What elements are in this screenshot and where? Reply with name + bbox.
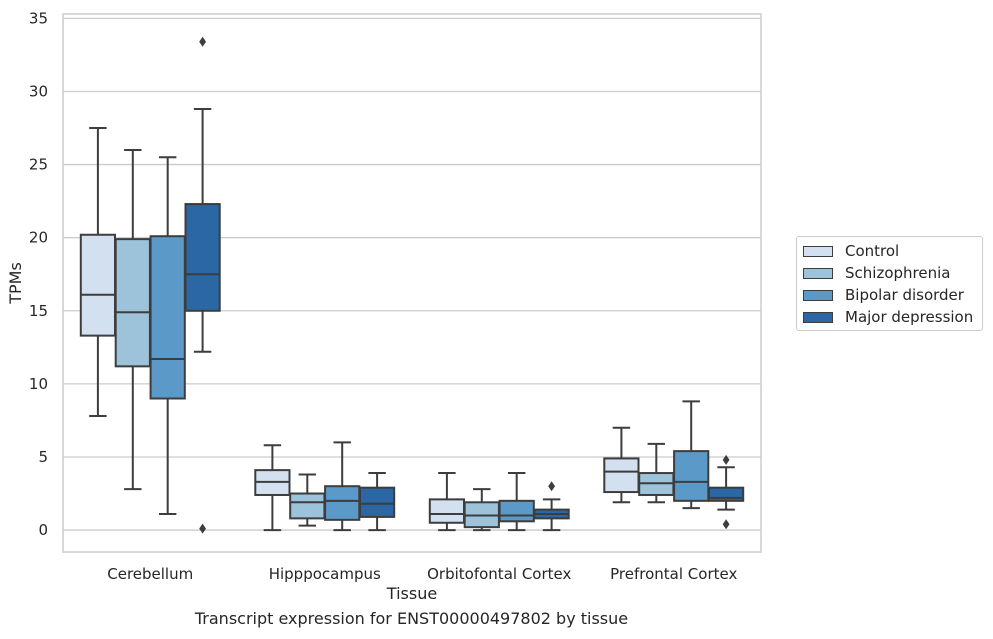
iqr-box — [149, 235, 186, 400]
legend-item-bipolar-disorder: Bipolar disorder — [803, 285, 964, 305]
legend-label-bipolar-disorder: Bipolar disorder — [845, 286, 964, 304]
iqr-box — [114, 238, 151, 368]
box-major-depression-prefrontal-cortex — [707, 454, 745, 530]
x-tick-label: Cerebellum — [107, 565, 193, 583]
y-axis-label: TPMs — [6, 262, 25, 305]
iqr-box — [184, 203, 221, 312]
iqr-box — [673, 450, 710, 502]
box-bipolar-disorder-cerebellum — [149, 156, 186, 515]
x-tick-label: Prefrontal Cortex — [610, 565, 737, 583]
x-tick-label: Hipppocampus — [269, 565, 381, 583]
x-tick-label: Orbitofontal Cortex — [427, 565, 571, 583]
legend-swatch-bipolar-disorder — [803, 289, 833, 301]
outlier-point — [722, 519, 730, 530]
legend-item-major-depression: Major depression — [803, 307, 973, 327]
legend-swatch-major-depression — [803, 311, 833, 323]
box-control-cerebellum — [79, 127, 117, 418]
outlier-point — [199, 523, 206, 534]
box-control-orbitofontal-cortex — [428, 472, 466, 532]
y-tick-labels: 0 5 10 15 20 25 30 35 — [29, 9, 48, 539]
box-bipolar-disorder-hipppocampus — [324, 441, 361, 532]
iqr-box — [79, 233, 117, 337]
box-schizophrenia-cerebellum — [114, 148, 151, 491]
outlier-point — [548, 481, 555, 492]
figure-caption: Transcript expression for ENST0000049780… — [194, 609, 629, 628]
legend-swatch-schizophrenia — [803, 267, 833, 279]
iqr-box — [324, 485, 361, 521]
box-bipolar-disorder-prefrontal-cortex — [673, 400, 710, 510]
box-schizophrenia-orbitofontal-cortex — [463, 488, 500, 532]
x-tick-labels: Cerebellum Hipppocampus Orbitofontal Corte… — [107, 565, 737, 583]
box-control-hipppocampus — [254, 444, 291, 532]
legend: Control Schizophrenia Bipolar disorder M… — [796, 236, 983, 331]
legend-swatch-control — [803, 245, 833, 257]
y-tick-label: 20 — [29, 229, 48, 247]
y-tick-label: 0 — [38, 521, 48, 539]
box-control-prefrontal-cortex — [603, 426, 640, 504]
boxes — [79, 36, 745, 534]
y-tick-label: 15 — [29, 302, 48, 320]
x-axis-label: Tissue — [386, 584, 437, 603]
outlier-point — [722, 454, 730, 465]
iqr-box — [603, 457, 640, 494]
legend-item-schizophrenia: Schizophrenia — [803, 263, 950, 283]
outlier-point — [199, 36, 206, 47]
iqr-box — [358, 486, 396, 518]
plot-frame — [62, 13, 762, 553]
iqr-box — [289, 492, 326, 520]
y-tick-label: 10 — [29, 375, 48, 393]
y-tick-label: 35 — [29, 9, 48, 27]
legend-label-major-depression: Major depression — [845, 308, 974, 326]
box-major-depression-cerebellum — [184, 36, 221, 534]
box-major-depression-hipppocampus — [358, 472, 396, 532]
y-tick-label: 5 — [38, 448, 48, 466]
y-tick-label: 30 — [29, 82, 48, 100]
legend-label-schizophrenia: Schizophrenia — [845, 264, 951, 282]
legend-label-control: Control — [845, 242, 900, 260]
iqr-box — [498, 499, 535, 523]
legend-item-control: Control — [803, 241, 899, 261]
y-tick-label: 25 — [29, 156, 48, 174]
box-major-depression-orbitofontal-cortex — [533, 481, 570, 532]
iqr-box — [428, 498, 466, 524]
